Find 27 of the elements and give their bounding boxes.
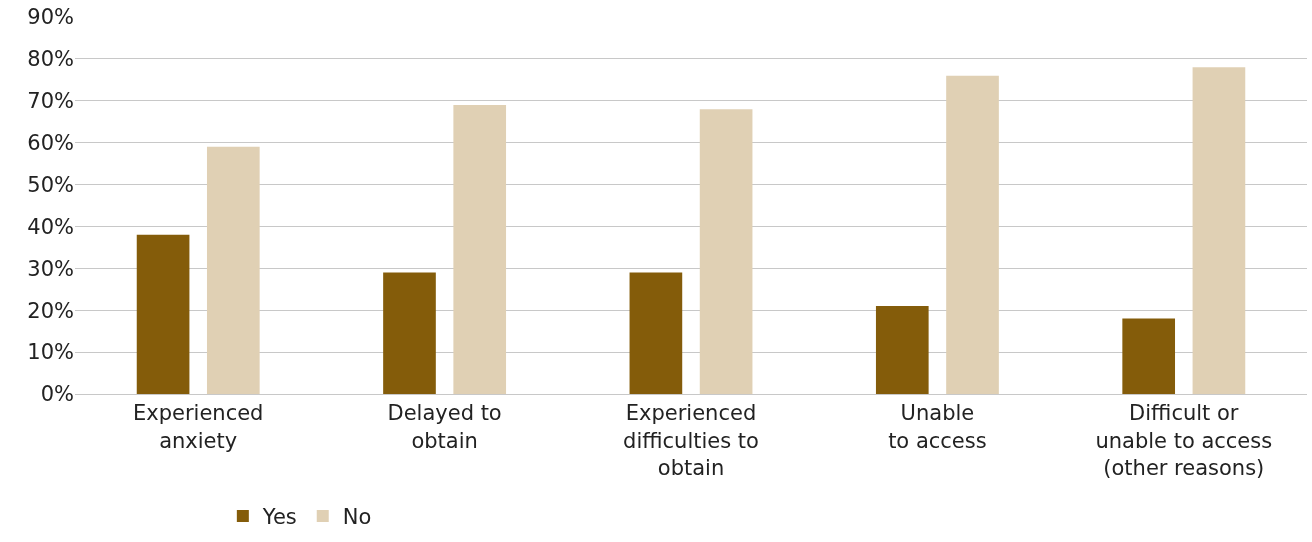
y-tick-label: 30%	[27, 256, 74, 281]
y-tick-label: 70%	[27, 89, 74, 114]
y-tick-label: 80%	[27, 47, 74, 72]
y-tick-label: 10%	[27, 340, 74, 365]
legend-label: No	[342, 505, 372, 530]
y-tick-label: 0%	[40, 382, 74, 407]
bar	[453, 104, 507, 394]
bar	[206, 146, 260, 394]
x-tick-label: Unable to access	[888, 401, 987, 453]
y-tick-label: 40%	[27, 214, 74, 239]
bar	[1122, 318, 1176, 394]
x-tick-label: Experienced difficulties to obtain	[623, 401, 759, 480]
x-tick-label: Delayed to obtain	[387, 401, 502, 453]
y-tick-label: 50%	[27, 172, 74, 197]
bar	[383, 272, 436, 394]
bar	[629, 272, 683, 394]
bar	[136, 234, 190, 394]
y-tick-label: 90%	[27, 5, 74, 30]
bar	[946, 75, 999, 394]
bar	[875, 306, 929, 394]
legend-label: Yes	[261, 505, 297, 530]
bar	[1192, 67, 1246, 394]
x-tick-label: Difficult or unable to access (other reasons)	[1095, 401, 1273, 480]
bar	[699, 109, 753, 394]
y-tick-label: 20%	[27, 298, 74, 323]
y-tick-label: 60%	[27, 131, 74, 156]
x-tick-label: Experienced anxiety	[132, 401, 264, 453]
